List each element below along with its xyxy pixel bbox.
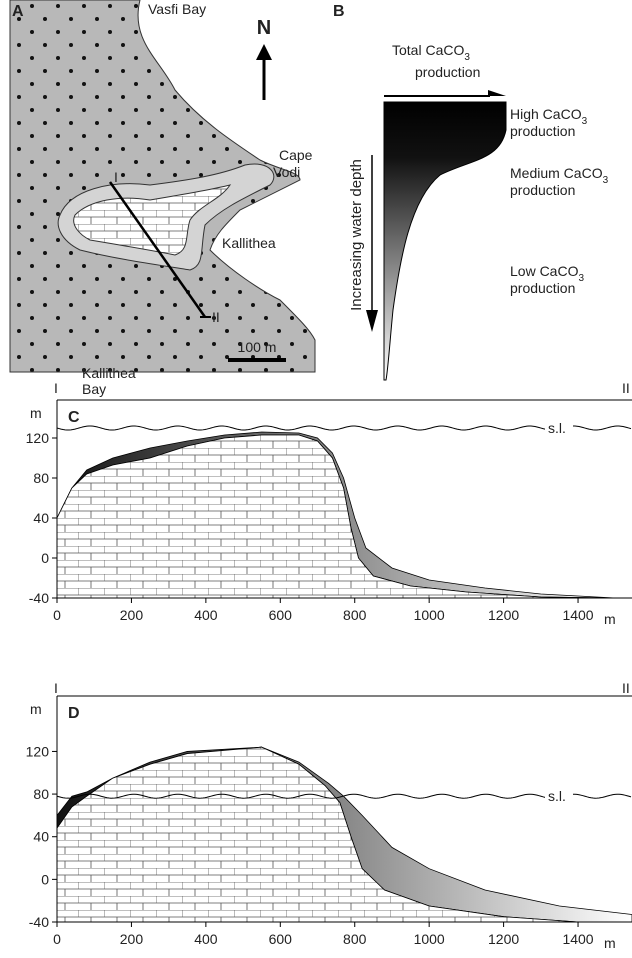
b-label: Medium CaCO3 production — [510, 165, 609, 198]
y-tick-label: 0 — [41, 550, 49, 566]
limestone — [56, 434, 616, 599]
text: High CaCO — [510, 106, 582, 122]
sea-level-label: s.l. — [548, 788, 566, 804]
text-line: Vodi — [273, 164, 300, 180]
text-line: Kallithea — [82, 365, 136, 381]
x-tick-label: 400 — [194, 931, 218, 947]
x-tick-label: 1200 — [488, 931, 519, 947]
y-tick-label: 0 — [41, 871, 49, 887]
x-tick-label: 1000 — [414, 931, 445, 947]
subscript: 3 — [578, 273, 584, 284]
sea-level-label: s.l. — [548, 420, 566, 436]
section-label: I — [114, 169, 118, 185]
panel-label: A — [12, 3, 24, 20]
place-label: Cape Vodi — [273, 147, 313, 180]
x-tick-label: 800 — [343, 607, 367, 623]
sea-level — [56, 425, 632, 431]
section-label: II — [622, 380, 630, 396]
b-label: High CaCO3 production — [510, 106, 588, 139]
place-label: Kallithea Bay — [82, 365, 136, 397]
y-tick-label: -40 — [29, 914, 49, 930]
scale-label: 100 m — [238, 339, 277, 355]
panel-label: C — [68, 409, 80, 426]
map — [9, 0, 316, 373]
panel-label: D — [68, 705, 80, 722]
section-label: I — [54, 680, 58, 696]
text: production — [510, 280, 575, 296]
place-label: Kallithea — [222, 235, 276, 251]
y-tick-label: -40 — [29, 590, 49, 606]
limestone — [56, 746, 632, 923]
section-label: II — [212, 309, 220, 325]
axis-label: Increasing water depth — [348, 159, 365, 311]
subscript: 3 — [603, 175, 609, 186]
section-label: I — [54, 380, 58, 396]
x-unit: m — [604, 935, 616, 951]
sea-level — [56, 793, 632, 799]
text-line: Bay — [82, 381, 106, 397]
text: production — [510, 182, 575, 198]
y-unit: m — [30, 701, 42, 717]
x-tick-label: 600 — [269, 931, 293, 947]
x-tick-label: 1000 — [414, 607, 445, 623]
y-tick-label: 40 — [33, 829, 49, 845]
panel-label: B — [333, 3, 345, 20]
x-tick-label: 600 — [269, 607, 293, 623]
x-tick-label: 0 — [53, 931, 61, 947]
x-tick-label: 1200 — [488, 607, 519, 623]
place-label: Vasfi Bay — [148, 1, 206, 17]
sea-level-bg — [545, 419, 573, 435]
section-label: II — [622, 680, 630, 696]
x-tick-label: 1400 — [562, 931, 593, 947]
text: Total CaCO — [392, 42, 464, 58]
text-line: Cape — [279, 147, 313, 163]
text: production — [510, 123, 575, 139]
x-tick-label: 0 — [53, 607, 61, 623]
text: Medium CaCO — [510, 165, 603, 181]
x-unit: m — [604, 611, 616, 627]
x-tick-label: 200 — [120, 931, 144, 947]
b-label: Low CaCO3 production — [510, 263, 584, 296]
production-diagram — [366, 90, 507, 381]
x-tick-label: 400 — [194, 607, 218, 623]
x-tick-label: 800 — [343, 931, 367, 947]
x-tick-label: 200 — [120, 607, 144, 623]
text: production — [415, 64, 480, 80]
y-tick-label: 40 — [33, 510, 49, 526]
y-tick-label: 120 — [26, 743, 50, 759]
north-label: N — [257, 17, 271, 39]
y-tick-label: 80 — [33, 786, 49, 802]
text: Low CaCO — [510, 263, 579, 279]
b-label: Total CaCO3 production — [392, 42, 480, 80]
sea-level-bg — [545, 787, 573, 804]
subscript: 3 — [582, 116, 588, 127]
subscript: 3 — [464, 52, 470, 63]
y-unit: m — [30, 405, 42, 421]
y-tick-label: 120 — [26, 430, 50, 446]
y-tick-label: 80 — [33, 470, 49, 486]
x-tick-label: 1400 — [562, 607, 593, 623]
